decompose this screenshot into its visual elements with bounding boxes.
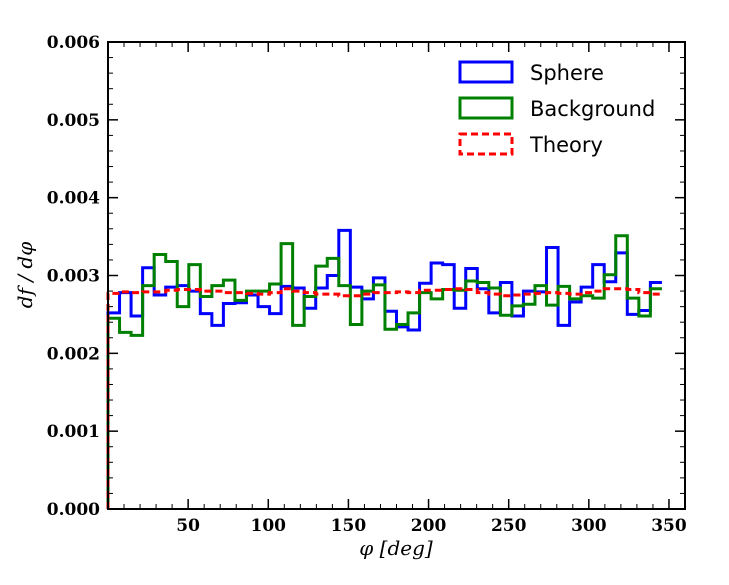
y-tick-label: 0.002 — [47, 344, 100, 364]
x-tick-label: 200 — [411, 516, 447, 536]
series-sphere-line — [106, 228, 662, 509]
legend-swatch-sphere — [458, 60, 514, 84]
x-tick-label: 150 — [331, 516, 367, 536]
legend-label-sphere: Sphere — [530, 61, 604, 85]
legend-swatch-theory — [458, 132, 514, 156]
y-tick-label: 0.000 — [47, 500, 100, 520]
x-tick-label: 350 — [651, 516, 687, 536]
y-tick-label: 0.004 — [47, 189, 100, 209]
legend-label-theory: Theory — [529, 133, 603, 157]
legend: Sphere Background Theory — [458, 60, 655, 157]
x-tick-label: 300 — [571, 516, 607, 536]
ticks-layer: 50 100 150 200 250 300 350 0.000 0.001 0.002 0.003… — [47, 33, 687, 536]
y-tick-label: 0.001 — [47, 422, 100, 442]
series-layer — [106, 228, 662, 509]
legend-swatch-background — [458, 96, 514, 120]
y-tick-label: 0.005 — [47, 111, 100, 131]
x-tick-label: 50 — [176, 516, 200, 536]
legend-label-background: Background — [530, 97, 655, 121]
y-tick-label: 0.003 — [47, 267, 100, 287]
x-axis-label: φ [deg] — [359, 536, 433, 560]
y-tick-label: 0.006 — [47, 33, 100, 53]
series-background-line — [106, 234, 662, 509]
y-axis-label: df / dφ — [13, 242, 37, 308]
series-theory-line — [106, 287, 662, 509]
x-tick-label: 250 — [491, 516, 527, 536]
x-tick-label: 100 — [251, 516, 287, 536]
